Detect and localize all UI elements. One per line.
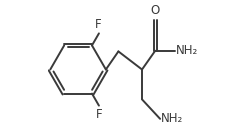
Text: NH₂: NH₂ — [161, 112, 183, 125]
Text: NH₂: NH₂ — [176, 44, 198, 57]
Text: F: F — [96, 108, 103, 121]
Text: O: O — [151, 4, 160, 17]
Text: F: F — [95, 18, 102, 31]
